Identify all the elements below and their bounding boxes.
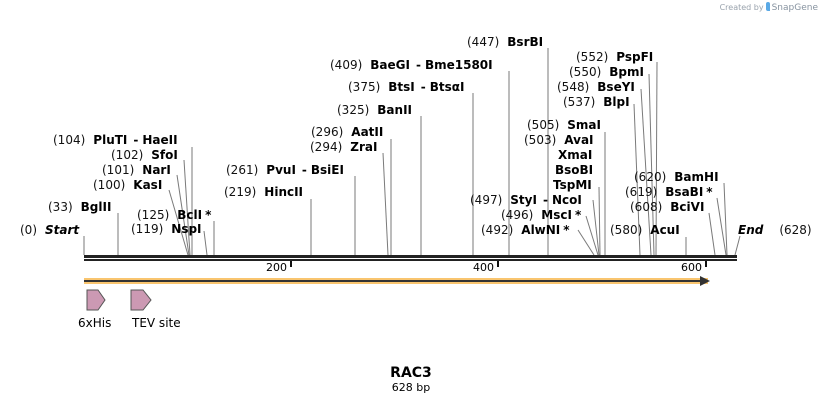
site-label[interactable]: (375) BtsI - BtsαI [348,80,465,94]
backbone-top-strand [84,255,737,258]
ruler-label-600: 600 [681,261,702,274]
site-label[interactable]: (580) AcuI [610,223,680,237]
feature-label-tev-site[interactable]: TEV site [132,316,181,330]
site-label[interactable]: (261) PvuI - BsiEI [226,163,344,177]
site-label[interactable]: (548) BseYI [557,80,635,94]
site-label[interactable]: XmaI [558,148,593,162]
site-connectors [83,48,741,256]
orf-arrowhead-icon [700,276,710,286]
credit-prefix: Created by [719,3,764,12]
site-label[interactable]: (619) BsaBI * [625,185,713,199]
sequence-name: RAC3 [390,365,432,381]
sequence-length: 628 bp [391,381,431,394]
ruler-tick-600 [705,261,707,267]
feature-6xhis-arrow-icon[interactable] [86,289,106,311]
start-label: (0) Start [20,223,79,237]
site-label[interactable]: (496) MscI * [501,208,582,222]
ruler-label-200: 200 [266,261,287,274]
start-position: (0) [20,223,37,237]
site-label[interactable]: (219) HincII [224,185,304,199]
site-label[interactable]: (537) BlpI [563,95,630,109]
feature-label-6xhis[interactable]: 6xHis [78,316,112,330]
end-position: (628) [779,223,812,237]
site-label[interactable]: (550) BpmI [569,65,644,79]
site-label[interactable]: (119) NspI [131,222,202,236]
credit-brand: SnapGene [771,3,818,13]
feature-tev-site-arrow-icon[interactable] [130,289,152,311]
site-label[interactable]: (620) BamHI [634,170,719,184]
ruler-tick-400 [497,261,499,267]
site-label[interactable]: (101) NarI [102,163,171,177]
ruler-tick-200 [290,261,292,267]
site-label[interactable]: (503) AvaI [524,133,594,147]
site-label[interactable]: (125) BclI * [137,208,212,222]
site-label[interactable]: (296) AatII [311,125,384,139]
site-label[interactable]: (409) BaeGI - Bme1580I [330,58,493,72]
ruler-label-400: 400 [473,261,494,274]
site-label[interactable]: TspMI [553,178,592,192]
site-label[interactable]: (325) BanII [337,103,412,117]
site-label[interactable]: (608) BciVI [630,200,705,214]
snapgene-credit: Created by SnapGene [720,2,818,13]
site-label[interactable]: (100) KasI [93,178,163,192]
site-label[interactable]: (447) BsrBI [467,35,544,49]
site-label[interactable]: (33) BglII [48,200,112,214]
end-text: End [738,223,764,237]
site-label[interactable]: (102) SfoI [111,148,178,162]
site-label[interactable]: (497) StyI - NcoI [470,193,582,207]
site-label[interactable]: (552) PspFI [576,50,654,64]
site-label[interactable]: (492) AlwNI * [481,223,570,237]
site-label[interactable]: BsoBI [555,163,594,177]
start-text: Start [45,223,80,237]
site-label[interactable]: (505) SmaI [527,118,601,132]
snapgene-logo-icon [765,2,770,11]
site-label[interactable]: (104) PluTI - HaeII [53,133,178,147]
backbone-bottom-strand [84,259,737,261]
end-label: End (628) [738,223,812,237]
site-label[interactable]: (294) ZraI [310,140,378,154]
